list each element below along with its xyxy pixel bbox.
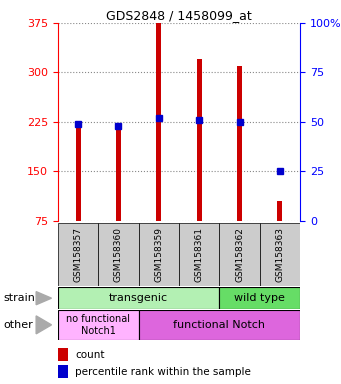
Bar — [58, 310, 139, 340]
Text: GSM158361: GSM158361 — [195, 227, 204, 282]
Text: transgenic: transgenic — [109, 293, 168, 303]
Text: GSM158360: GSM158360 — [114, 227, 123, 282]
Text: functional Notch: functional Notch — [173, 320, 265, 330]
Text: percentile rank within the sample: percentile rank within the sample — [75, 367, 251, 377]
Text: count: count — [75, 349, 104, 359]
Bar — [139, 223, 179, 286]
Bar — [76, 125, 80, 221]
Text: wild type: wild type — [234, 293, 285, 303]
Text: GSM158362: GSM158362 — [235, 227, 244, 282]
Bar — [197, 59, 202, 221]
Text: no functional
Notch1: no functional Notch1 — [66, 314, 130, 336]
Bar — [58, 365, 68, 379]
Bar — [98, 223, 139, 286]
Bar — [58, 348, 68, 361]
Bar — [278, 201, 282, 221]
Text: GSM158359: GSM158359 — [154, 227, 163, 282]
Bar — [139, 310, 300, 340]
Bar — [58, 287, 219, 309]
Bar — [58, 223, 98, 286]
Bar — [179, 223, 219, 286]
Text: strain: strain — [3, 293, 35, 303]
Polygon shape — [36, 291, 51, 305]
Bar — [157, 23, 161, 221]
Text: GSM158357: GSM158357 — [74, 227, 83, 282]
Bar — [260, 223, 300, 286]
Text: GSM158363: GSM158363 — [276, 227, 284, 282]
Bar — [219, 287, 300, 309]
Text: other: other — [3, 320, 33, 330]
Bar — [237, 66, 242, 221]
Polygon shape — [36, 316, 51, 334]
Bar — [219, 223, 260, 286]
Title: GDS2848 / 1458099_at: GDS2848 / 1458099_at — [106, 9, 252, 22]
Bar — [116, 129, 121, 221]
